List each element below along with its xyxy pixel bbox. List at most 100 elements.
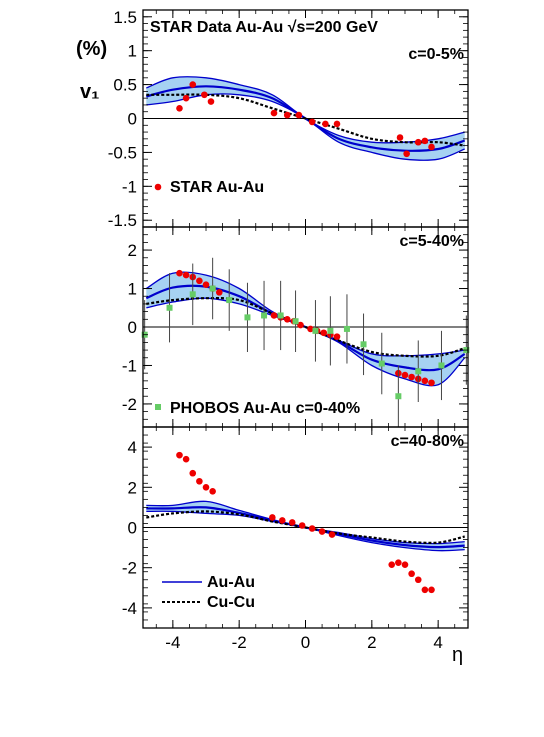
star-point — [308, 525, 316, 532]
star-point — [207, 98, 215, 105]
star-point — [283, 316, 291, 323]
series-annotation: PHOBOS Au-Au c=0-40% — [170, 400, 360, 417]
annotation-marker — [155, 404, 161, 410]
annotation-marker — [154, 183, 162, 191]
star-point — [328, 531, 336, 538]
star-point — [182, 271, 190, 279]
star-point — [333, 120, 341, 128]
phobos-point — [438, 362, 445, 369]
star-point — [182, 455, 190, 463]
phobos-point — [277, 312, 284, 319]
star-point — [298, 522, 306, 529]
star-point — [421, 137, 429, 145]
star-point — [297, 321, 304, 329]
legend-cu-cu-label: Cu-Cu — [207, 594, 255, 611]
star-point — [414, 576, 422, 584]
y-tick-label: 0 — [128, 110, 137, 129]
star-point — [288, 519, 296, 526]
legend-au-au-label: Au-Au — [207, 574, 255, 591]
y-tick-label: -2 — [122, 395, 137, 414]
star-point — [189, 469, 197, 477]
star-point — [202, 281, 210, 288]
phobos-point — [395, 393, 402, 400]
panel-2: 2 1 0 -1 -2 c=5-40% PHOBOS Au-Au c=0-40% — [122, 226, 470, 428]
star-point — [215, 289, 223, 296]
star-point — [428, 586, 435, 594]
star-point — [176, 105, 183, 112]
star-point — [408, 373, 415, 381]
star-point — [333, 333, 341, 340]
x-axis-label: η — [452, 644, 463, 666]
star-point — [269, 514, 276, 521]
y-tick-label: 1 — [128, 280, 137, 299]
legend: Au-Au Cu-Cu — [162, 574, 255, 611]
star-point — [295, 111, 303, 119]
star-point — [176, 451, 183, 459]
x-tick-label: 0 — [301, 633, 310, 652]
phobos-point — [292, 318, 299, 325]
star-point — [189, 81, 197, 88]
star-point — [396, 134, 404, 141]
star-point — [388, 561, 396, 568]
cu-cu-line — [146, 93, 465, 147]
phobos-point — [261, 312, 268, 319]
star-point — [414, 138, 422, 146]
y-tick-label: 1 — [128, 42, 137, 61]
phobos-point — [415, 368, 422, 375]
x-tick-label: -4 — [165, 633, 180, 652]
x-tick-label: 2 — [367, 633, 376, 652]
panel-1: 1.5 1 0.5 0 -0.5 -1 -1.5 c=0-5% STAR Au-Au — [108, 8, 469, 230]
y-axis-unit-label: (%) — [76, 38, 107, 60]
star-point — [408, 570, 415, 578]
star-point — [209, 488, 216, 495]
star-point — [403, 150, 410, 158]
star-point — [421, 377, 429, 385]
y-tick-label: -0.5 — [108, 143, 137, 162]
phobos-point — [360, 341, 367, 348]
phobos-point — [166, 304, 173, 311]
y-tick-label: 0 — [128, 318, 137, 337]
star-point — [202, 484, 210, 491]
series-annotation: STAR Au-Au — [170, 179, 264, 196]
y-axis-label: v₁ — [80, 81, 99, 103]
y-tick-label: -1.5 — [108, 211, 137, 230]
star-point — [320, 329, 328, 337]
star-point — [322, 120, 329, 128]
star-point — [196, 477, 203, 485]
phobos-point — [327, 327, 334, 334]
star-point — [395, 559, 402, 566]
y-tick-label: 4 — [128, 438, 137, 457]
star-point — [182, 94, 190, 102]
y-tick-label: 0 — [128, 519, 137, 538]
star-point — [196, 277, 203, 285]
star-point — [278, 517, 286, 524]
phobos-point — [343, 325, 350, 332]
figure-header: STAR Data Au-Au √s=200 GeV — [150, 19, 378, 36]
star-point — [307, 325, 314, 333]
star-point — [176, 269, 183, 277]
x-tick-label: 4 — [433, 633, 442, 652]
phobos-point — [244, 314, 251, 321]
star-point — [270, 109, 278, 117]
y-tick-label: -4 — [122, 599, 137, 618]
star-point — [283, 111, 291, 119]
star-point — [428, 379, 435, 387]
star-point — [401, 371, 409, 379]
y-tick-label: 0.5 — [113, 76, 137, 95]
phobos-point — [378, 360, 385, 367]
y-tick-label: -2 — [122, 559, 137, 578]
phobos-point — [209, 285, 216, 292]
star-point — [201, 91, 208, 99]
star-point — [401, 561, 409, 568]
y-tick-label: -1 — [122, 177, 137, 196]
y-tick-label: -1 — [122, 356, 137, 375]
y-tick-label: 2 — [128, 241, 137, 260]
y-tick-label: 2 — [128, 478, 137, 497]
panels-layer: 1.5 1 0.5 0 -0.5 -1 -1.5 c=0-5% STAR Au-Au 2 1 0 -1 -… — [108, 8, 470, 652]
centrality-label: c=5-40% — [400, 233, 465, 250]
star-point — [318, 528, 326, 535]
y-tick-label: 1.5 — [113, 8, 137, 27]
x-tick-label: -2 — [232, 633, 247, 652]
star-point — [428, 143, 435, 151]
